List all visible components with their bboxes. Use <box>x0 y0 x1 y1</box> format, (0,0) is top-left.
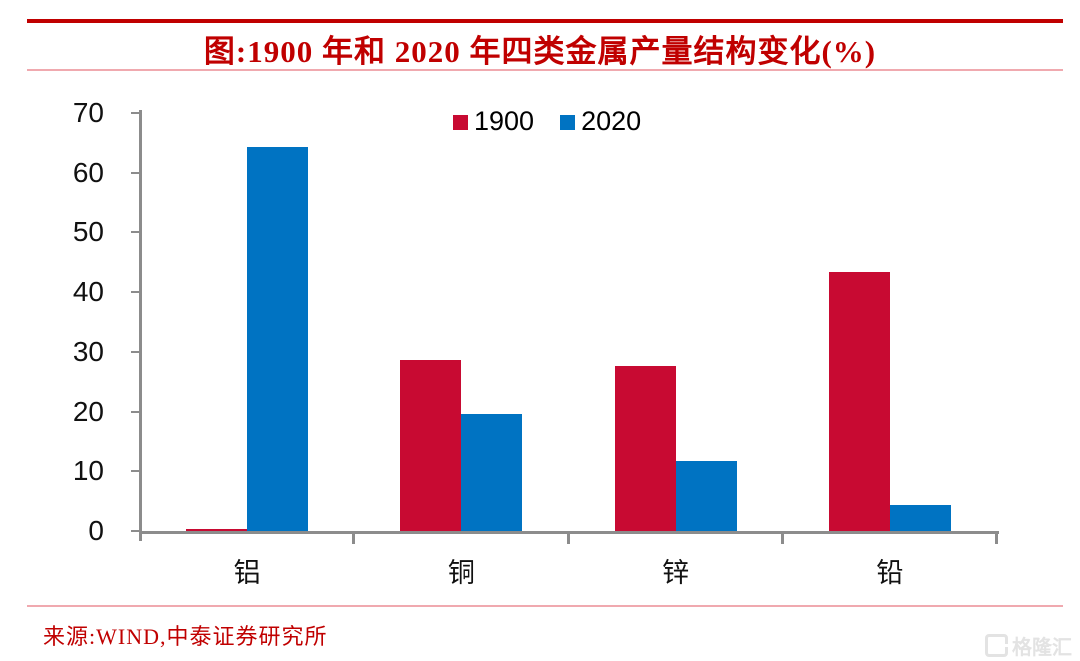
watermark-brand-text: 格隆汇 <box>1012 637 1072 659</box>
x-axis-tick <box>780 534 784 544</box>
source-note: 来源:WIND,中泰证券研究所 <box>43 624 328 649</box>
legend-item-1900: 1900 <box>453 106 534 137</box>
y-axis-tick-label: 20 <box>72 395 104 427</box>
bar-2020-铜 <box>461 413 523 531</box>
y-axis-tick-label: 10 <box>72 455 104 487</box>
chart-legend: 1900 2020 <box>453 106 641 137</box>
y-axis-tick <box>131 112 139 114</box>
legend-label-2020: 2020 <box>581 106 642 136</box>
y-axis-tick <box>131 231 139 234</box>
header-rule-bottom <box>27 69 1063 71</box>
y-axis-tick <box>131 410 139 413</box>
header-rule-top <box>27 19 1063 23</box>
bar-2020-铝 <box>247 147 309 531</box>
x-axis-tick <box>995 534 998 544</box>
legend-swatch-2020 <box>560 115 576 130</box>
y-axis-tick <box>131 530 139 532</box>
gelonghui-logo-icon <box>985 634 1008 657</box>
y-axis-tick <box>131 171 139 174</box>
legend-swatch-1900 <box>453 115 468 130</box>
x-axis-tick <box>352 534 356 544</box>
y-axis-tick-label: 70 <box>72 97 104 128</box>
bar-2020-铅 <box>889 505 951 531</box>
bar-1900-铅 <box>828 271 890 531</box>
y-axis-tick-label: 60 <box>72 156 104 188</box>
y-axis-tick-label: 30 <box>72 335 104 367</box>
y-axis-tick <box>131 350 139 353</box>
footer-rule <box>27 605 1063 607</box>
x-axis-tick <box>566 534 570 544</box>
x-axis-category-label: 铝 <box>233 558 261 588</box>
bar-1900-铜 <box>400 360 462 531</box>
y-axis-tick-label: 0 <box>88 515 104 546</box>
y-axis-tick-label: 50 <box>72 216 104 248</box>
bar-1900-铝 <box>186 528 248 531</box>
x-axis-category-label: 铜 <box>447 558 475 588</box>
legend-item-2020: 2020 <box>560 106 641 137</box>
y-axis-line <box>139 110 142 541</box>
x-axis-category-label: 锌 <box>662 558 690 588</box>
bar-1900-锌 <box>614 365 676 531</box>
y-axis-tick <box>131 291 139 294</box>
y-axis-tick-label: 40 <box>72 276 104 308</box>
chart-title: 图:1900 年和 2020 年四类金属产量结构变化(%) <box>203 34 877 69</box>
bar-2020-锌 <box>675 460 737 531</box>
y-axis-tick <box>131 470 139 473</box>
x-axis-line <box>139 531 999 534</box>
legend-label-1900: 1900 <box>474 106 535 136</box>
gelonghui-watermark: 格隆汇 <box>985 631 1072 660</box>
x-axis-category-label: 铅 <box>876 558 904 588</box>
